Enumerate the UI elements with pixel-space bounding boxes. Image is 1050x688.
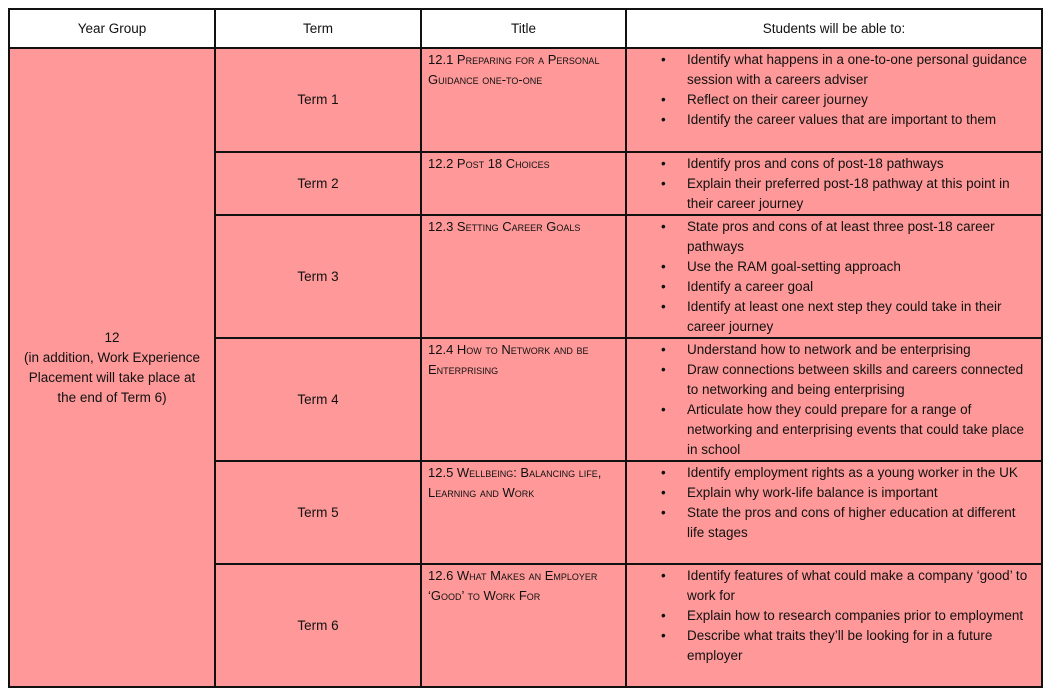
- outcomes-list: Identify employment rights as a young wo…: [627, 463, 1035, 543]
- title-cell: 12.1 Preparing for a Personal Guidance o…: [420, 47, 627, 153]
- term-cell: Term 4: [214, 337, 422, 462]
- outcome-item: Articulate how they could prepare for a …: [627, 400, 1035, 460]
- outcomes-cell: Identify what happens in a one-to-one pe…: [625, 47, 1043, 153]
- term-cell: Term 5: [214, 460, 422, 565]
- outcomes-list: State pros and cons of at least three po…: [627, 217, 1035, 337]
- table-row: Term 5 12.5 Wellbeing: Balancing life, Le…: [9, 460, 1043, 565]
- outcome-item: Identify employment rights as a young wo…: [627, 463, 1035, 483]
- table-row: Term 6 12.6 What Makes an Employer ‘Good’…: [9, 563, 1043, 688]
- term-cell: Term 1: [214, 47, 422, 153]
- outcomes-list: Understand how to network and be enterpr…: [627, 340, 1035, 460]
- outcomes-list: Identify what happens in a one-to-one pe…: [627, 50, 1035, 130]
- header-term: Term: [214, 8, 422, 49]
- year-group-value: 12: [104, 329, 120, 345]
- title-cell: 12.6 What Makes an Employer ‘Good’ to Wo…: [420, 563, 627, 688]
- outcome-item: State the pros and cons of higher educat…: [627, 503, 1035, 543]
- header-title: Title: [420, 8, 627, 49]
- title-cell: 12.3 Setting Career Goals: [420, 214, 627, 339]
- outcome-item: Explain why work-life balance is importa…: [627, 483, 1035, 503]
- outcome-item: Identify at least one next step they cou…: [627, 297, 1035, 337]
- table-row: 12 (in addition, Work Experience Placemen…: [8, 47, 1043, 688]
- title-cell: 12.5 Wellbeing: Balancing life, Learning…: [420, 460, 627, 565]
- outcome-item: Reflect on their career journey: [627, 90, 1035, 110]
- term-cell: Term 2: [214, 151, 422, 216]
- outcome-item: Understand how to network and be enterpr…: [627, 340, 1035, 360]
- outcome-item: Identify the career values that are impo…: [627, 110, 1035, 130]
- header-outcomes: Students will be able to:: [625, 8, 1043, 49]
- outcomes-cell: State pros and cons of at least three po…: [625, 214, 1043, 339]
- outcome-item: Draw connections between skills and care…: [627, 360, 1035, 400]
- term-cell: Term 3: [214, 214, 422, 339]
- year-group-note: (in addition, Work Experience Placement …: [23, 349, 201, 405]
- year-group-cell: 12 (in addition, Work Experience Placemen…: [8, 47, 216, 688]
- outcome-item: Use the RAM goal-setting approach: [627, 257, 1035, 277]
- outcome-item: State pros and cons of at least three po…: [627, 217, 1035, 257]
- header-year-group: Year Group: [8, 8, 216, 49]
- table-row: Term 212.2 Post 18 ChoicesIdentify pros …: [9, 151, 1043, 216]
- term-cell: Term 6: [214, 563, 422, 688]
- outcomes-cell: Identify features of what could make a c…: [625, 563, 1043, 688]
- outcome-item: Identify pros and cons of post-18 pathwa…: [627, 154, 1035, 174]
- table-row: Term 4 12.4 How to Network and be Enterpr…: [9, 337, 1043, 462]
- outcome-item: Identify features of what could make a c…: [627, 566, 1035, 606]
- outcomes-list: Identify pros and cons of post-18 pathwa…: [627, 154, 1035, 214]
- header-row: Year Group Term Title Students will be a…: [8, 8, 1043, 49]
- title-cell: 12.2 Post 18 Choices: [420, 151, 627, 216]
- title-cell: 12.4 How to Network and be Enterprising: [420, 337, 627, 462]
- outcome-item: Explain their preferred post-18 pathway …: [627, 174, 1035, 214]
- outcomes-cell: Identify employment rights as a young wo…: [625, 460, 1043, 565]
- outcome-item: Identify a career goal: [627, 277, 1035, 297]
- curriculum-table: Year Group Term Title Students will be a…: [8, 8, 1043, 688]
- table-row: Term 312.3 Setting Career GoalsState pro…: [9, 214, 1043, 339]
- outcome-item: Describe what traits they’ll be looking …: [627, 626, 1035, 666]
- outcome-item: Explain how to research companies prior …: [627, 606, 1035, 626]
- outcomes-cell: Identify pros and cons of post-18 pathwa…: [625, 151, 1043, 216]
- outcomes-list: Identify features of what could make a c…: [627, 566, 1035, 666]
- outcomes-cell: Understand how to network and be enterpr…: [625, 337, 1043, 462]
- outcome-item: Identify what happens in a one-to-one pe…: [627, 50, 1035, 90]
